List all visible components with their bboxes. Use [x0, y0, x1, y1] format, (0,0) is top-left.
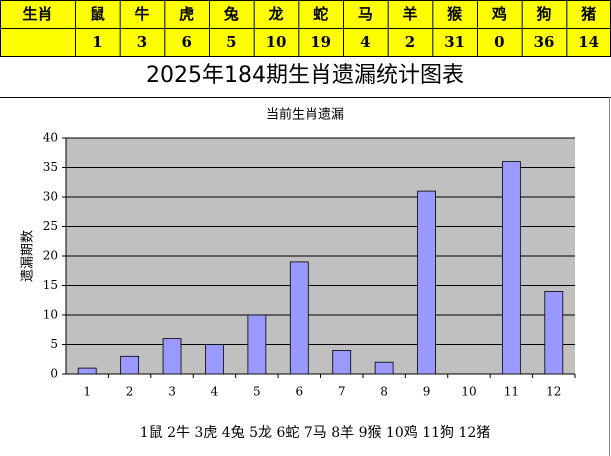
table-value-cell: 2 [405, 33, 415, 51]
table-value-cell: 3 [137, 33, 147, 51]
x-caption: 1鼠 2牛 3虎 4兔 5龙 6蛇 7马 8羊 9猴 10鸡 11狗 12猪 [140, 424, 491, 441]
x-tick-label: 9 [423, 385, 431, 399]
bar [332, 349, 352, 375]
table-value-cell: 31 [444, 33, 465, 51]
x-tick-label: 5 [253, 385, 261, 399]
x-tick-label: 7 [338, 385, 346, 399]
bar [501, 161, 521, 375]
bar [77, 367, 97, 375]
bar [120, 355, 140, 375]
bar [544, 290, 564, 375]
x-tick-label: 4 [211, 385, 219, 399]
table-value-cell: 1 [92, 33, 102, 51]
table-header-cell: 鸡 [491, 5, 507, 23]
y-tick-label: 20 [43, 249, 58, 263]
x-tick-label: 3 [168, 385, 176, 399]
bar [162, 338, 182, 375]
y-tick-label: 40 [43, 131, 58, 145]
table-header-cell: 虎 [179, 5, 194, 23]
bar [374, 361, 394, 375]
table-header-cell: 牛 [134, 5, 149, 23]
x-tick-label: 12 [546, 385, 561, 399]
bar [205, 344, 224, 375]
bar [247, 314, 267, 375]
table-header-cell: 猪 [580, 5, 596, 23]
table-value-cell: 0 [494, 33, 504, 51]
table-header-cell: 猴 [447, 5, 463, 23]
x-tick-label: 10 [461, 385, 476, 399]
y-tick-label: 30 [43, 190, 58, 204]
table-header-cell: 蛇 [313, 5, 328, 23]
x-tick-label: 2 [126, 385, 134, 399]
y-tick-label: 5 [50, 337, 58, 351]
table-header-cell: 龙 [267, 5, 283, 23]
x-tick-label: 11 [504, 385, 519, 399]
table-header-cell: 兔 [223, 5, 239, 23]
x-tick-label: 6 [295, 385, 303, 399]
table-value-cell: 4 [360, 33, 370, 51]
chart-subtitle: 当前生肖遗漏 [266, 107, 344, 123]
table-header-cell: 羊 [402, 5, 417, 23]
x-tick-label: 8 [380, 385, 388, 399]
table-header-cell: 鼠 [90, 5, 105, 23]
y-axis-label: 遗漏期数 [20, 230, 36, 282]
table-header-cell: 生肖 [22, 5, 52, 23]
x-tick-label: 1 [83, 385, 91, 399]
table-header-cell: 马 [358, 5, 373, 23]
bar [417, 190, 436, 375]
chart-title: 2025年184期生肖遗漏统计图表 [146, 63, 464, 88]
y-tick-label: 35 [43, 160, 58, 174]
table-header-cell: 狗 [536, 5, 551, 23]
table-value-cell: 19 [310, 33, 331, 51]
y-tick-label: 15 [43, 278, 58, 292]
y-tick-label: 25 [43, 219, 58, 233]
y-tick-label: 0 [50, 367, 58, 381]
table-value-cell: 36 [534, 33, 555, 51]
table-value-cell: 5 [226, 33, 236, 51]
table-value-cell: 10 [266, 33, 287, 51]
table-value-cell: 6 [181, 33, 191, 51]
y-tick-label: 10 [43, 308, 58, 322]
bar [289, 261, 309, 375]
table-value-cell: 14 [578, 33, 599, 51]
